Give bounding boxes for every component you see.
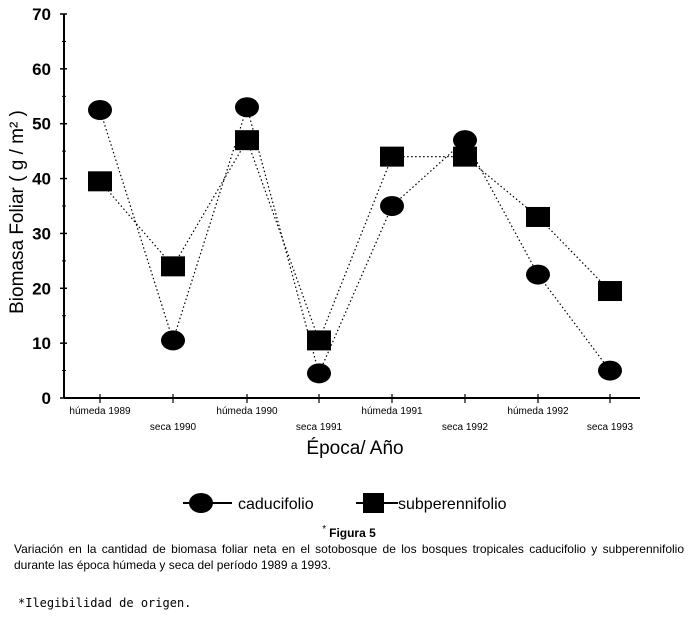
legend-item-subperennifolio: subperennifolio (356, 493, 507, 513)
footnote: *Ilegibilidad de origen. (18, 596, 192, 610)
point-subperennifolio (526, 206, 550, 227)
y-tick-label: 20 (32, 279, 51, 298)
y-ticks: 0 10 20 30 40 50 60 70 (32, 5, 67, 408)
point-caducifolio (598, 360, 622, 381)
legend-label-subperennifolio: subperennifolio (398, 496, 507, 513)
point-caducifolio (161, 330, 185, 351)
point-caducifolio (235, 97, 259, 118)
series-line-caducifolio (99, 105, 611, 376)
x-tick-label: húmeda 1989 (69, 406, 131, 417)
y-tick-label: 60 (32, 60, 51, 79)
point-subperennifolio (307, 330, 331, 351)
y-tick-label: 70 (32, 5, 51, 24)
point-caducifolio (307, 363, 331, 384)
figure-title-text: Figura 5 (329, 526, 376, 540)
point-subperennifolio (161, 256, 185, 277)
legend: caducifolio subperennifolio (183, 493, 507, 513)
figure-title: * Figura 5 (14, 524, 684, 540)
x-tick-label: seca 1992 (442, 422, 489, 433)
point-caducifolio (526, 264, 550, 285)
point-subperennifolio (88, 171, 112, 192)
figure-caption-block: * Figura 5 Variación en la cantidad de bi… (14, 524, 684, 573)
x-tick-label: seca 1990 (150, 422, 197, 433)
x-axis-label: Época/ Año (306, 438, 403, 459)
series (88, 97, 622, 384)
y-tick-label: 50 (32, 115, 51, 134)
y-tick-label: 40 (32, 170, 51, 189)
point-subperennifolio (235, 130, 259, 151)
y-tick-label: 0 (42, 389, 51, 408)
y-axis-label: Biomasa Foliar ( g / m² ) (7, 110, 28, 314)
legend-item-caducifolio: caducifolio (183, 493, 314, 513)
x-tick-label: seca 1991 (296, 422, 343, 433)
x-tick-label: húmeda 1990 (216, 406, 278, 417)
figure-note-mark: * (322, 524, 327, 535)
series-line-subperennifolio (99, 138, 611, 343)
x-tick-label: seca 1993 (587, 422, 634, 433)
y-tick-label: 10 (32, 334, 51, 353)
x-tick-label: húmeda 1992 (507, 406, 569, 417)
point-subperennifolio (380, 146, 404, 167)
y-tick-label: 30 (32, 224, 51, 243)
x-tick-label: húmeda 1991 (361, 406, 423, 417)
figure-caption: Variación en la cantidad de biomasa foli… (14, 542, 684, 572)
axes (63, 14, 640, 399)
point-caducifolio (453, 130, 477, 151)
legend-label-caducifolio: caducifolio (238, 496, 314, 513)
point-caducifolio (380, 196, 404, 216)
point-subperennifolio (453, 146, 477, 167)
point-caducifolio (88, 100, 112, 120)
point-subperennifolio (598, 281, 622, 302)
x-ticks: húmeda 1989 seca 1990 húmeda 1990 seca 1991… (69, 394, 634, 433)
